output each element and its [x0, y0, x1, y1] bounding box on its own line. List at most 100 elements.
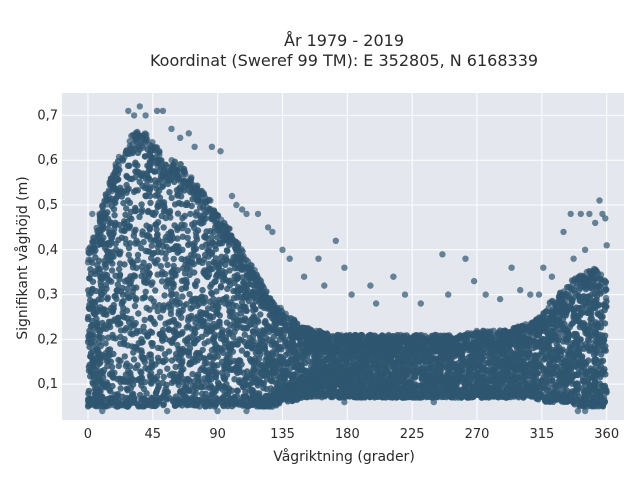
- data-point: [472, 358, 480, 365]
- data-point: [143, 390, 150, 397]
- data-point: [185, 376, 192, 383]
- data-point: [231, 265, 239, 272]
- data-point: [279, 385, 287, 392]
- data-point: [576, 294, 583, 301]
- data-point: [305, 357, 312, 365]
- data-point: [255, 318, 262, 325]
- data-point: [108, 267, 116, 274]
- data-point: [147, 355, 155, 362]
- data-point: [141, 316, 148, 324]
- data-point: [200, 355, 208, 362]
- data-point: [169, 337, 176, 345]
- data-point: [164, 365, 171, 372]
- data-point: [224, 391, 231, 398]
- data-point: [444, 374, 451, 381]
- data-point: [180, 265, 187, 272]
- data-point: [170, 262, 177, 270]
- data-point: [523, 379, 530, 386]
- data-point: [257, 338, 264, 345]
- data-point: [106, 346, 114, 353]
- data-point: [261, 343, 268, 350]
- data-point: [223, 319, 231, 326]
- data-point: [557, 369, 564, 376]
- data-point: [131, 207, 139, 214]
- data-point: [233, 302, 240, 310]
- data-point: [585, 357, 592, 364]
- data-point: [148, 254, 155, 262]
- data-point: [463, 380, 470, 388]
- data-point: [88, 332, 96, 339]
- data-point: [147, 236, 154, 243]
- data-point: [146, 192, 154, 200]
- data-point: [130, 232, 137, 239]
- data-point: [437, 370, 444, 377]
- data-point: [192, 282, 199, 290]
- data-point: [601, 346, 608, 353]
- data-point: [107, 358, 115, 365]
- data-point: [571, 311, 578, 318]
- data-point: [174, 192, 181, 199]
- data-point: [558, 320, 565, 328]
- data-point: [234, 289, 241, 297]
- data-point: [232, 364, 240, 371]
- data-point: [336, 377, 343, 384]
- data-point: [192, 212, 200, 219]
- data-point: [144, 248, 151, 255]
- data-point: [142, 288, 149, 295]
- data-point: [223, 356, 230, 364]
- data-point: [559, 315, 567, 323]
- data-point: [243, 368, 251, 375]
- data-point: [227, 299, 234, 306]
- data-point: [214, 379, 222, 386]
- data-point: [416, 367, 423, 374]
- data-point: [152, 192, 159, 199]
- data-point: [533, 340, 541, 348]
- data-point: [592, 322, 599, 329]
- data-point: [207, 382, 214, 389]
- data-point: [125, 251, 132, 259]
- data-point: [89, 278, 97, 285]
- data-point: [119, 309, 126, 316]
- data-point: [568, 342, 575, 350]
- data-point: [266, 324, 273, 331]
- data-point: [144, 331, 151, 339]
- data-point: [113, 295, 120, 303]
- data-point: [162, 255, 169, 262]
- data-point: [167, 318, 174, 325]
- data-point: [584, 344, 591, 351]
- data-point: [112, 335, 119, 342]
- data-point: [242, 388, 249, 395]
- data-point: [598, 382, 605, 390]
- data-point: [141, 354, 149, 362]
- data-point: [533, 360, 540, 368]
- data-point: [112, 219, 119, 226]
- data-point: [139, 228, 146, 235]
- data-point: [199, 346, 206, 354]
- data-point: [101, 322, 108, 329]
- data-point: [107, 219, 115, 226]
- data-point: [113, 287, 120, 294]
- data-point: [281, 376, 288, 384]
- data-point: [108, 234, 116, 241]
- data-point: [111, 212, 118, 219]
- data-point: [200, 299, 207, 307]
- data-point: [235, 284, 242, 291]
- data-point: [125, 294, 132, 301]
- data-point: [104, 294, 112, 301]
- data-point: [591, 383, 599, 390]
- data-point: [148, 242, 155, 249]
- data-point: [184, 201, 191, 208]
- data-point: [187, 315, 195, 322]
- data-point: [165, 230, 172, 238]
- data-point: [282, 351, 290, 359]
- data-point: [159, 337, 166, 344]
- data-point: [210, 258, 217, 266]
- data-point: [104, 334, 112, 341]
- data-point: [131, 302, 139, 310]
- data-point: [134, 149, 142, 156]
- data-point: [470, 351, 477, 358]
- data-point: [479, 357, 486, 364]
- data-point: [225, 278, 232, 285]
- data-point: [575, 350, 583, 357]
- data-point: [115, 362, 123, 370]
